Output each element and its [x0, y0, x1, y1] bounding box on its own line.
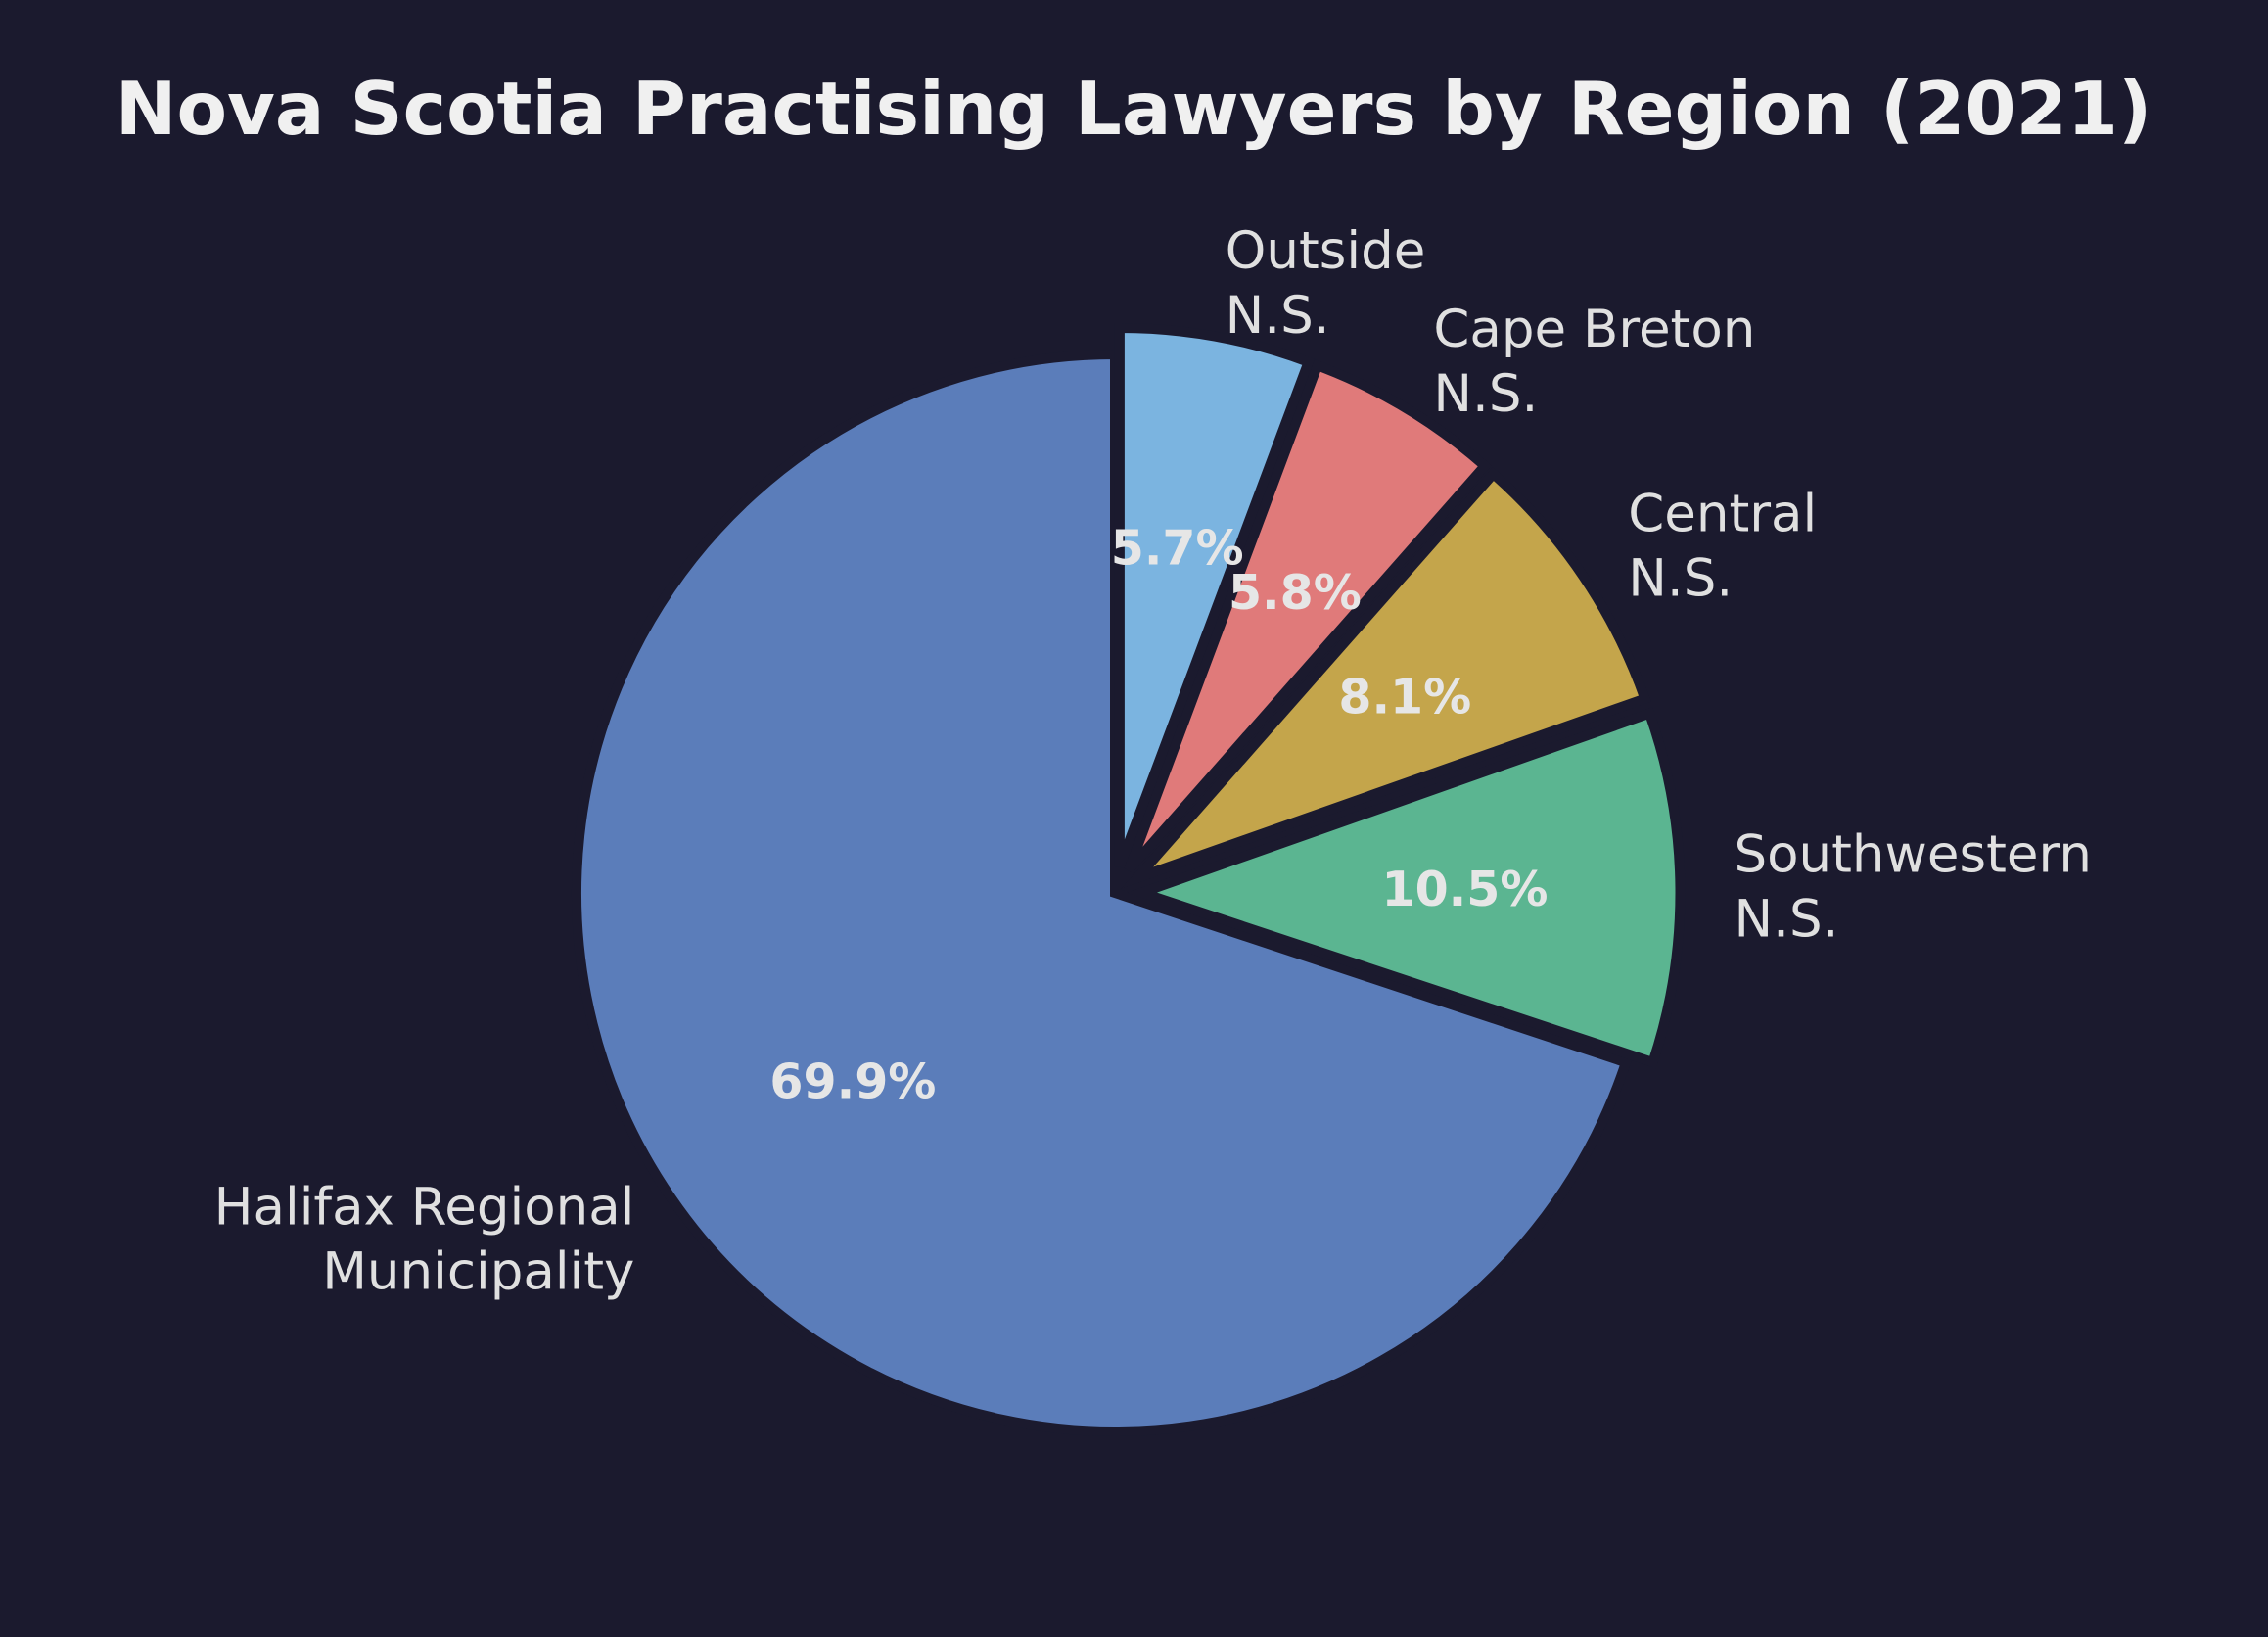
slice-category-label: Halifax Regional Municipality — [214, 1178, 635, 1302]
pie-slice — [1121, 466, 1651, 889]
slice-percentage-label: 69.9% — [769, 1054, 936, 1110]
slice-label-line: N.S. — [1433, 364, 1538, 424]
slice-label-line: Cape Breton — [1433, 300, 1755, 359]
slice-category-label: Outside N.S. — [1226, 221, 1426, 346]
slice-percentage-label: 10.5% — [1381, 862, 1548, 917]
slice-category-label: Southwestern N.S. — [1734, 825, 2091, 950]
slice-percentage-label: 5.7% — [1111, 521, 1244, 577]
slice-percentage-label: 5.8% — [1228, 565, 1362, 621]
slice-labels: Halifax Regional Municipality Southwestern… — [214, 221, 2092, 1301]
slice-percentage-label: 8.1% — [1338, 669, 1471, 725]
percentage-labels: 69.9% 10.5% 8.1% 5.8%5.7% — [769, 521, 1548, 1110]
slice-category-label: Central N.S. — [1628, 485, 1817, 609]
pie-slice — [1114, 322, 1316, 868]
pie-slice — [572, 349, 1633, 1436]
slice-label-line: N.S. — [1628, 549, 1733, 609]
slice-label-line: Halifax Regional — [214, 1178, 635, 1238]
chart-title: Nova Scotia Practising Lawyers by Region… — [116, 66, 2152, 152]
slice-category-label: Cape Breton N.S. — [1433, 300, 1755, 424]
pie-slices — [572, 322, 1686, 1436]
slice-label-line: N.S. — [1226, 286, 1330, 346]
slice-label-line: Municipality — [322, 1242, 634, 1302]
slice-label-line: N.S. — [1734, 890, 1838, 950]
pie-slice — [1124, 358, 1492, 873]
slice-label-line: Central — [1628, 485, 1817, 544]
slice-label-line: Outside — [1226, 221, 1426, 281]
slice-label-line: Southwestern — [1734, 825, 2091, 885]
pie-slice — [1127, 707, 1686, 1069]
